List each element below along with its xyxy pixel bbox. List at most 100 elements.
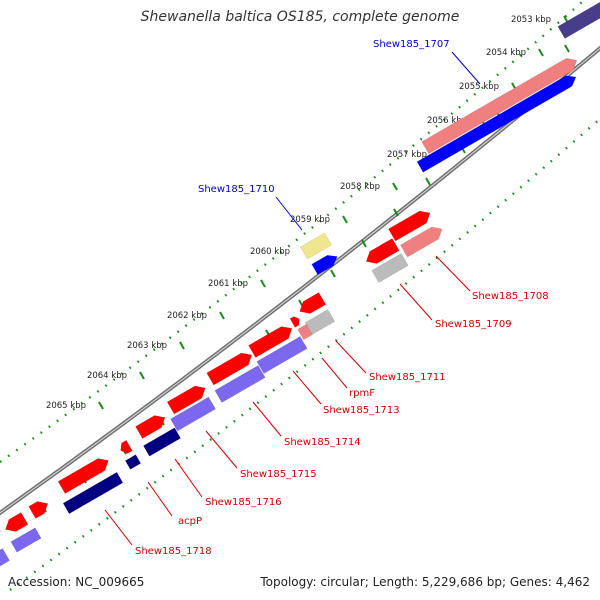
feature-shew185-1710-gene (300, 232, 332, 260)
feature-shew185-1707-rna (421, 57, 578, 155)
feature-shew185-1707-cds (416, 75, 577, 173)
label-leader-line (321, 357, 348, 389)
feature-shew185-1714-gene (206, 352, 253, 386)
label-leader-line (335, 340, 367, 374)
feature-shew185-1710-cds (311, 255, 338, 276)
feature-shape (371, 253, 409, 283)
feature-shape (214, 365, 266, 403)
map-title: Shewanella baltica OS185, complete genom… (140, 9, 460, 25)
feature-acpp-cds (124, 454, 142, 470)
gene-label: Shew185_1715 (240, 469, 317, 480)
feature-shew185-1709-gene (365, 238, 400, 264)
gene-label: Shew185_1713 (323, 405, 400, 416)
feature-shew185-1718-cds (62, 471, 124, 515)
feature-shew185-1715-gene (166, 385, 206, 415)
genome-summary: Topology: circular; Length: 5,229,686 bp… (260, 575, 590, 589)
label-leader-line (451, 51, 481, 85)
gene-label: Shew185_1711 (369, 372, 446, 383)
feature-shew185-1718-gene (57, 458, 109, 494)
tick-label: 2059 kbp (290, 215, 330, 225)
feature-rpmf-cds (297, 323, 313, 341)
feature-shape (365, 238, 400, 264)
feature-shape (297, 323, 313, 341)
gene-label: Shew185_1708 (472, 291, 549, 302)
label-leader-line (275, 196, 303, 231)
gene-label: Shew185_1707 (373, 39, 450, 50)
gene-label: Shew185_1716 (205, 497, 282, 508)
label-leader-line (174, 458, 203, 498)
feature-shew185-1706 (557, 1, 600, 39)
gene-label: Shew185_1709 (435, 319, 512, 330)
label-leader-line (147, 481, 173, 517)
tick-label: 2054 kbp (486, 48, 526, 58)
feature-shape (28, 501, 49, 519)
feature-shew185-1715-cds (170, 396, 216, 432)
feature-shape (0, 548, 10, 568)
label-leader-line (399, 283, 433, 321)
major-tick (342, 215, 348, 224)
feature-shape (166, 385, 206, 415)
feature-shape (5, 512, 29, 532)
feature-shape (248, 326, 293, 358)
gene-label: acpP (178, 516, 202, 527)
feature-shape (421, 57, 578, 155)
feature-shew185-1716-gene (135, 415, 166, 439)
label-leader-line (292, 370, 322, 405)
feature-shape (289, 316, 300, 328)
major-tick (260, 279, 266, 288)
feature-shape (62, 471, 124, 515)
feature-rpmf-gene (289, 316, 300, 328)
label-leader-line (435, 255, 471, 292)
outer-dotted-line (0, 0, 587, 463)
gene-label-group: Shew185_1707 Shew185_1710 Shew185_1708 Shew… (104, 39, 549, 557)
minor-tick (393, 208, 399, 217)
feature-shew185-1711-gene (299, 292, 327, 314)
feature-shape (299, 292, 327, 314)
tick-label: 2053 kbp (511, 15, 551, 25)
gene-label: Shew185_1710 (198, 184, 275, 195)
gene-label: rpmF (349, 388, 375, 399)
feature-shew185-1713-gene (248, 326, 293, 358)
feature-shape (416, 75, 577, 173)
feature-shape (120, 439, 133, 454)
tick-label: 2062 kbp (167, 311, 207, 321)
minor-tick (330, 269, 336, 278)
feature-shape (143, 427, 181, 457)
feature-shew185-1716-cds (143, 427, 181, 457)
feature-shape (57, 458, 109, 494)
gene-label: Shew185_1718 (135, 546, 212, 557)
tick-label: 2063 kbp (127, 341, 167, 351)
tick-label: 2061 kbp (208, 279, 248, 289)
feature-shape (170, 396, 216, 432)
tick-label: 2056 kbp (427, 116, 467, 126)
feature-shape (300, 232, 332, 260)
feature-shew185-1720-gene (5, 512, 29, 532)
tick-label: 2058 kbp (340, 182, 380, 192)
feature-shew185-1708-cds (400, 226, 443, 258)
major-tick (98, 401, 104, 410)
label-leader-line (252, 401, 282, 437)
major-tick (179, 341, 185, 350)
feature-shape (135, 415, 166, 439)
gene-label: Shew185_1714 (284, 437, 361, 448)
minor-tick (564, 44, 570, 53)
major-tick (219, 311, 225, 320)
outer-tick-track (0, 0, 587, 463)
major-tick (139, 371, 145, 380)
label-leader-line (104, 509, 133, 546)
feature-acpp-gene (120, 439, 133, 454)
feature-shew185-1708-gene (388, 210, 431, 242)
feature-shew185-1709-cds (371, 253, 409, 283)
tick-label: 2055 kbp (459, 82, 499, 92)
accession-label: Accession: NC_009665 (8, 575, 145, 589)
feature-shape (124, 454, 142, 470)
feature-shew185-1721-cds (0, 548, 10, 568)
minor-tick (361, 239, 367, 248)
feature-shape (10, 527, 42, 553)
tick-label: 2064 kbp (87, 371, 127, 381)
feature-shape (400, 226, 443, 258)
tick-label: 2060 kbp (250, 247, 290, 257)
feature-shape (311, 255, 338, 276)
